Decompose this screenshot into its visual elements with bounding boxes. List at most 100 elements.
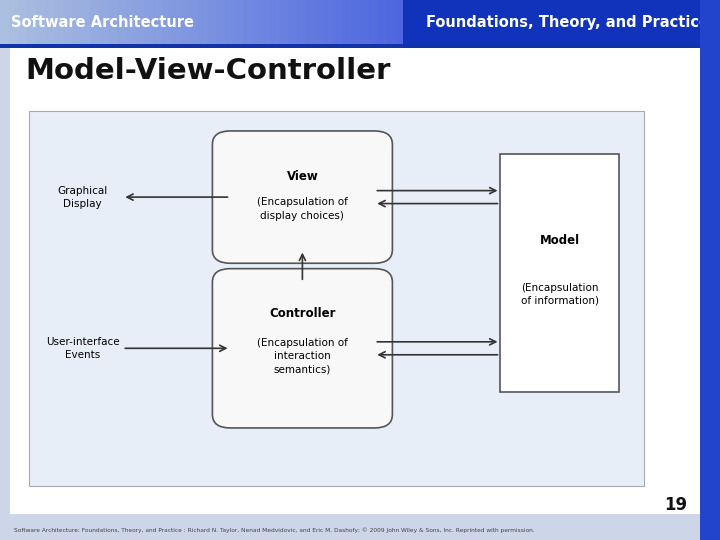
Bar [90,0,101,45]
Bar [342,0,353,45]
Bar [270,0,281,45]
Bar [585,0,595,45]
Bar [666,0,677,45]
Bar [99,0,109,45]
Bar [351,0,361,45]
Bar [693,0,703,45]
Bar [531,0,541,45]
Bar [29,111,644,486]
Bar [180,0,190,45]
Bar [72,0,82,45]
Bar [414,0,424,45]
Bar [0,0,11,45]
Bar [495,0,505,45]
Bar [522,0,532,45]
Bar [477,0,487,45]
Text: View: View [287,170,318,183]
Bar [306,0,317,45]
Bar [603,0,613,45]
Bar [549,0,559,45]
Bar [684,0,694,45]
Bar [675,0,685,45]
Bar [135,0,145,45]
Bar [18,0,29,45]
Bar [171,0,181,45]
Text: Controller: Controller [269,307,336,320]
Bar [153,0,163,45]
Bar [612,0,622,45]
Bar [297,0,307,45]
Bar [360,0,370,45]
Bar [63,0,73,45]
Bar [324,0,334,45]
Bar [594,0,604,45]
Bar [315,0,325,45]
Bar [639,0,649,45]
Bar [702,0,712,45]
Bar [54,0,65,45]
Bar [279,0,289,45]
Bar [9,0,19,45]
Bar [216,0,226,45]
Bar [700,0,720,540]
Bar [441,0,451,45]
Text: Model: Model [540,234,580,247]
Bar [486,0,497,45]
Bar [567,0,577,45]
Bar [396,0,407,45]
Text: Graphical
Display: Graphical Display [58,186,108,208]
Text: Foundations, Theory, and Practice: Foundations, Theory, and Practice [426,15,709,30]
Bar [432,0,442,45]
Text: (Encapsulation
of information): (Encapsulation of information) [521,283,599,306]
Bar [45,0,55,45]
Text: Software Architecture: Software Architecture [11,15,194,30]
Bar [369,0,379,45]
Bar [630,0,641,45]
Bar [234,0,245,45]
FancyBboxPatch shape [212,269,392,428]
Bar [423,0,433,45]
Bar [500,154,619,392]
Bar [0,44,720,48]
Bar [126,0,137,45]
Bar [27,0,37,45]
Bar [252,0,262,45]
Bar [459,0,469,45]
Text: User-interface
Events: User-interface Events [46,337,120,360]
Bar [36,0,46,45]
Bar [333,0,343,45]
Bar [108,0,119,45]
Bar [711,0,720,45]
Bar [162,0,173,45]
Bar [261,0,271,45]
Bar [144,0,154,45]
Bar [117,0,127,45]
Bar [468,0,478,45]
Bar [576,0,586,45]
Bar [657,0,667,45]
Bar [288,0,299,45]
Bar [207,0,217,45]
Text: (Encapsulation of
display choices): (Encapsulation of display choices) [257,198,348,220]
Bar [504,0,514,45]
Bar [81,0,91,45]
Bar [225,0,235,45]
Bar [558,0,569,45]
Bar [378,0,389,45]
Bar [405,0,415,45]
Bar [450,0,461,45]
Bar [403,0,720,45]
Bar [243,0,253,45]
Text: Software Architecture: Foundations, Theory, and Practice : Richard N. Taylor, Ne: Software Architecture: Foundations, Theo… [14,528,535,533]
Text: Model-View-Controller: Model-View-Controller [25,57,390,85]
Bar [621,0,631,45]
Bar [189,0,199,45]
Bar [198,0,209,45]
FancyBboxPatch shape [212,131,392,263]
Text: (Encapsulation of
interaction
semantics): (Encapsulation of interaction semantics) [257,338,348,375]
Bar [513,0,523,45]
Text: 19: 19 [665,496,688,514]
Bar [648,0,658,45]
Bar [387,0,397,45]
Bar [10,48,710,514]
